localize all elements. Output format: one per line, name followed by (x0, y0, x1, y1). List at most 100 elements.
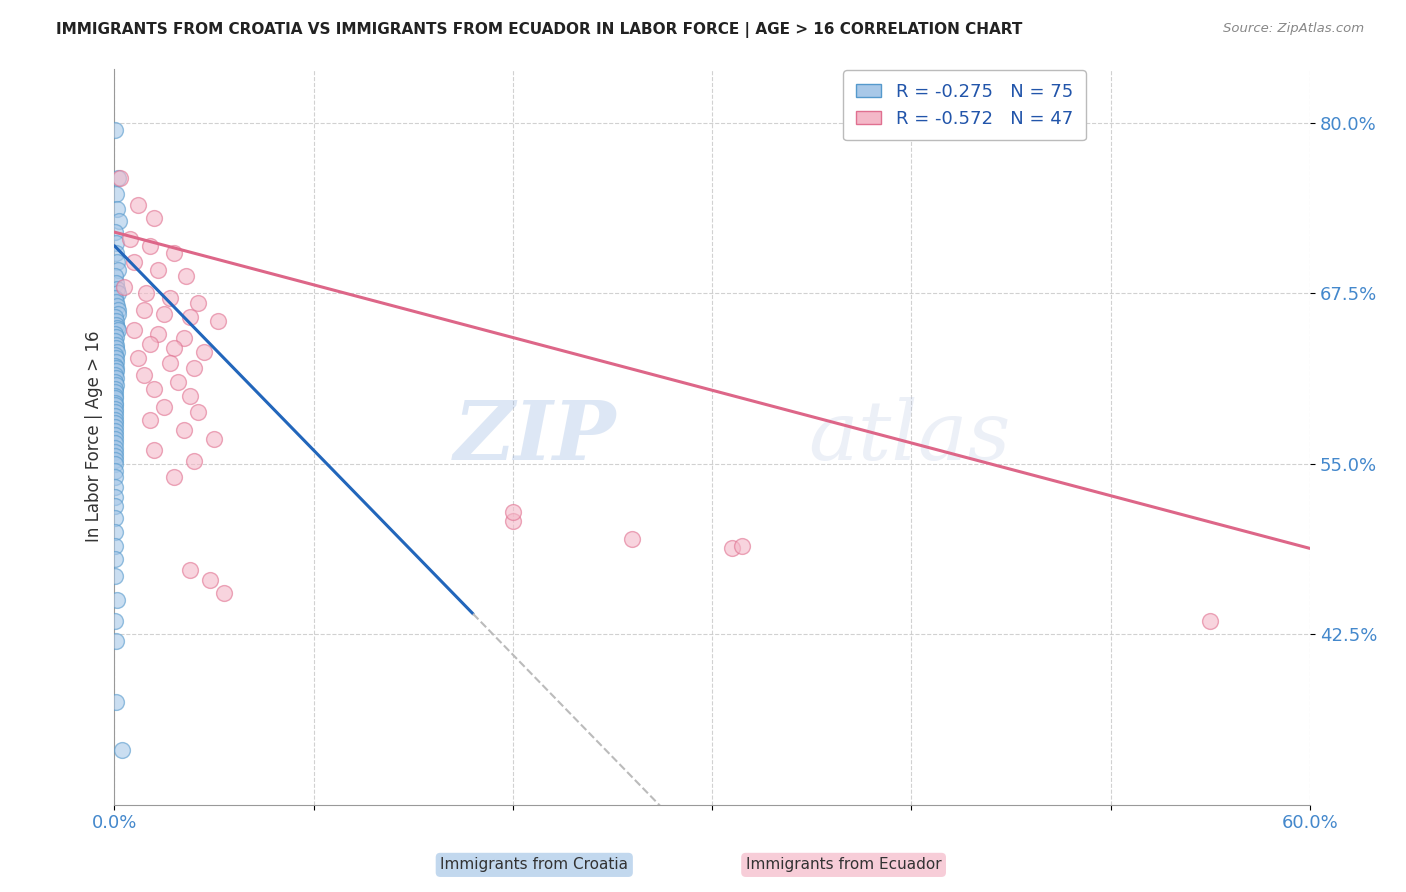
Point (105, 364, 128, 378)
Point (104, 291, 127, 305)
Point (104, 371, 127, 385)
Point (107, 286, 129, 301)
Point (163, 341, 186, 355)
Point (104, 225, 127, 239)
Point (104, 382, 127, 396)
Point (105, 299, 128, 313)
Point (124, 323, 146, 337)
Point (104, 359, 127, 373)
Point (163, 470, 186, 484)
Point (104, 413, 127, 427)
Text: Immigrants from Croatia: Immigrants from Croatia (440, 857, 628, 872)
Point (104, 389, 127, 403)
Point (104, 348, 127, 362)
Point (502, 514, 524, 528)
Point (104, 568, 127, 582)
Point (104, 464, 127, 478)
Point (143, 382, 166, 396)
Point (112, 279, 135, 293)
Point (104, 511, 127, 525)
Point (104, 424, 127, 438)
Point (104, 449, 127, 463)
Point (163, 245, 186, 260)
Point (173, 331, 195, 345)
Point (135, 286, 157, 301)
Point (104, 338, 127, 352)
Point (105, 186, 128, 201)
Point (124, 255, 146, 269)
Point (105, 318, 128, 332)
Point (153, 307, 176, 321)
Point (193, 345, 215, 359)
Point (153, 400, 176, 414)
Text: Source: ZipAtlas.com: Source: ZipAtlas.com (1223, 22, 1364, 36)
Point (105, 255, 128, 269)
Point (212, 586, 235, 600)
Text: IMMIGRANTS FROM CROATIA VS IMMIGRANTS FROM ECUADOR IN LABOR FORCE | AGE > 16 COR: IMMIGRANTS FROM CROATIA VS IMMIGRANTS FR… (56, 22, 1022, 38)
Point (105, 345, 128, 359)
Point (127, 351, 149, 365)
Point (159, 291, 181, 305)
Point (104, 614, 127, 628)
Point (731, 539, 754, 553)
Point (104, 123, 127, 137)
Point (105, 634, 128, 648)
Point (104, 314, 127, 328)
Text: Immigrants from Ecuador: Immigrants from Ecuador (745, 857, 942, 872)
Point (110, 170, 132, 185)
Point (105, 593, 128, 607)
Point (104, 351, 127, 365)
Point (111, 743, 134, 757)
Point (143, 443, 166, 458)
Point (187, 296, 209, 310)
Point (108, 214, 131, 228)
Point (167, 375, 190, 389)
Point (202, 433, 225, 447)
Point (134, 302, 156, 317)
Point (179, 310, 201, 324)
Point (104, 428, 127, 442)
Point (183, 454, 205, 468)
Point (134, 368, 156, 383)
Point (104, 310, 127, 324)
Point (104, 334, 127, 348)
Point (104, 268, 127, 283)
Point (127, 198, 149, 212)
Point (104, 499, 127, 513)
Point (104, 395, 127, 409)
Point (1199, 614, 1222, 628)
Point (105, 202, 128, 216)
Point (105, 235, 128, 250)
Legend: R = -0.275   N = 75, R = -0.572   N = 47: R = -0.275 N = 75, R = -0.572 N = 47 (844, 70, 1085, 141)
Point (104, 552, 127, 566)
Point (104, 398, 127, 412)
Point (207, 314, 229, 328)
Text: atlas: atlas (808, 397, 1010, 476)
Point (105, 276, 128, 290)
Point (174, 268, 197, 283)
Point (105, 330, 128, 344)
Point (107, 307, 129, 321)
Point (148, 327, 170, 342)
Point (104, 377, 127, 392)
Point (721, 541, 744, 556)
Point (104, 444, 127, 458)
Point (179, 563, 201, 577)
Point (105, 341, 128, 355)
Point (107, 263, 129, 277)
Point (105, 695, 128, 709)
Point (104, 539, 127, 553)
Point (105, 245, 128, 260)
Point (105, 282, 128, 296)
Point (104, 436, 127, 450)
Point (183, 361, 205, 376)
Point (179, 389, 201, 403)
Point (104, 405, 127, 419)
Point (143, 211, 166, 226)
Point (198, 573, 221, 587)
Point (107, 302, 129, 317)
Point (104, 524, 127, 539)
Point (104, 433, 127, 447)
Point (139, 413, 162, 427)
Point (104, 416, 127, 430)
